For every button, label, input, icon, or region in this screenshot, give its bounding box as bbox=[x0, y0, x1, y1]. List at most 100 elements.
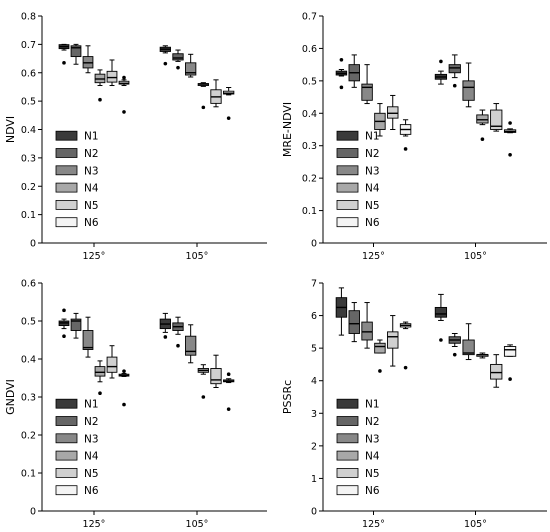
mre-ndvi-legend-label: N3 bbox=[365, 165, 380, 177]
outlier-point bbox=[122, 110, 126, 114]
gndvi-legend-swatch bbox=[55, 398, 78, 409]
mre-ndvi-legend-swatch bbox=[336, 130, 359, 141]
mre-ndvi-legend-label: N1 bbox=[365, 131, 380, 143]
iqr-box bbox=[434, 306, 448, 318]
mre-ndvi-box bbox=[399, 119, 412, 151]
ndvi-ytick-label: 0.4 bbox=[21, 125, 36, 136]
outlier-point bbox=[98, 391, 102, 396]
pssrc-legend-swatch bbox=[336, 416, 359, 426]
mre-ndvi-panel: 0 0.1 0.2 0.3 0.4 0.5 0.6 0.7 MRE-NDVI 125° 105° N1… bbox=[281, 12, 547, 262]
gndvi-legend-swatch bbox=[55, 467, 78, 478]
iqr-box bbox=[210, 368, 222, 385]
iqr-box bbox=[361, 321, 373, 341]
gndvi-box bbox=[172, 316, 184, 348]
pssrc-panel: 0 1 2 3 4 5 6 7 PSSRc 125° 105° N1 N2 N3 N4 N5 N6 bbox=[281, 279, 547, 530]
gndvi-box bbox=[94, 360, 106, 396]
ndvi-box bbox=[118, 75, 130, 114]
pssrc-legend-label: N3 bbox=[365, 433, 380, 445]
mre-ndvi-box bbox=[476, 109, 489, 142]
pssrc-box bbox=[462, 323, 475, 361]
ndvi-box bbox=[106, 59, 118, 87]
ndvi-box bbox=[223, 87, 235, 120]
outlier-point bbox=[62, 308, 66, 313]
mre-ndvi-ytick-label: 0 bbox=[311, 239, 317, 250]
gndvi-legend-swatch bbox=[55, 416, 78, 426]
pssrc-legend-swatch bbox=[336, 485, 359, 496]
iqr-box bbox=[490, 109, 503, 130]
pssrc-legend-swatch bbox=[336, 433, 359, 444]
pssrc-legend-label: N4 bbox=[365, 451, 380, 463]
ndvi-box bbox=[210, 79, 222, 108]
gndvi-box bbox=[159, 312, 171, 339]
ndvi-ytick-label: 0.8 bbox=[21, 12, 36, 23]
mre-ndvi-ytick-label: 0.3 bbox=[302, 141, 317, 152]
ndvi-box bbox=[82, 45, 94, 74]
gndvi-legend-swatch bbox=[55, 450, 78, 461]
ndvi-legend-label: N6 bbox=[84, 217, 99, 229]
pssrc-box bbox=[387, 315, 399, 367]
gndvi-xtick-label: 105° bbox=[186, 519, 209, 530]
gndvi-legend-label: N2 bbox=[84, 416, 99, 428]
iqr-box bbox=[503, 346, 517, 357]
pssrc-ytick-label: 1 bbox=[311, 474, 317, 485]
ndvi-box bbox=[58, 43, 70, 65]
pssrc-ytick-label: 4 bbox=[311, 376, 317, 387]
outlier-point bbox=[122, 369, 126, 373]
mre-ndvi-legend-label: N4 bbox=[365, 183, 380, 195]
pssrc-box bbox=[335, 287, 348, 336]
mre-ndvi-ylabel: MRE-NDVI bbox=[281, 102, 294, 157]
pssrc-box bbox=[399, 321, 412, 370]
gndvi-ytick-label: 0.5 bbox=[21, 317, 36, 328]
pssrc-ytick-label: 0 bbox=[311, 507, 317, 518]
outlier-point bbox=[176, 65, 180, 70]
outlier-point bbox=[62, 61, 66, 65]
mre-ndvi-box bbox=[335, 57, 348, 90]
ndvi-legend-swatch bbox=[55, 165, 78, 176]
mre-ndvi-ytick-label: 0.4 bbox=[302, 109, 317, 120]
iqr-box bbox=[462, 339, 475, 356]
gndvi-ytick-label: 0.2 bbox=[21, 431, 36, 442]
gndvi-ytick-label: 0.6 bbox=[21, 279, 36, 290]
pssrc-ytick-label: 7 bbox=[311, 279, 317, 290]
outlier-point bbox=[339, 57, 344, 62]
mre-ndvi-xtick-label: 125° bbox=[362, 251, 385, 262]
mre-ndvi-legend-label: N2 bbox=[365, 148, 380, 160]
outlier-point bbox=[452, 352, 457, 357]
gndvi-xtick-label: 125° bbox=[83, 519, 106, 530]
ndvi-legend-swatch bbox=[55, 182, 78, 193]
ndvi-xtick-label: 105° bbox=[186, 251, 209, 262]
ndvi-ytick-label: 0.6 bbox=[21, 68, 36, 79]
ndvi-legend-swatch bbox=[55, 148, 78, 158]
iqr-box bbox=[387, 106, 399, 119]
outlier-point bbox=[508, 377, 512, 381]
pssrc-box bbox=[434, 293, 448, 342]
gndvi-box bbox=[197, 364, 209, 399]
gndvi-box bbox=[82, 316, 94, 358]
gndvi-panel: 0 0.1 0.2 0.3 0.4 0.5 0.6 GNDVI 125° 105° N1 N2 N3 N4… bbox=[4, 279, 267, 530]
ndvi-ytick-label: 0.5 bbox=[21, 97, 36, 108]
iqr-box bbox=[94, 366, 106, 377]
outlier-point bbox=[378, 369, 382, 373]
iqr-box bbox=[106, 70, 118, 83]
mre-ndvi-box bbox=[448, 54, 461, 88]
iqr-box bbox=[361, 83, 373, 101]
iqr-box bbox=[448, 64, 461, 74]
iqr-box bbox=[172, 53, 184, 61]
gndvi-legend-swatch bbox=[55, 485, 78, 496]
mre-ndvi-legend-swatch bbox=[336, 165, 359, 176]
gndvi-ytick-label: 0.1 bbox=[21, 469, 36, 480]
outlier-point bbox=[339, 85, 344, 90]
outlier-point bbox=[122, 75, 126, 80]
mre-ndvi-box bbox=[387, 94, 399, 130]
outlier-point bbox=[508, 121, 512, 125]
pssrc-ytick-label: 5 bbox=[311, 344, 317, 355]
ndvi-box bbox=[159, 45, 171, 66]
outlier-point bbox=[201, 395, 206, 399]
iqr-box bbox=[462, 80, 475, 101]
pssrc-legend-label: N5 bbox=[365, 468, 380, 480]
gndvi-ytick-label: 0 bbox=[30, 507, 36, 518]
outlier-point bbox=[176, 343, 180, 348]
ndvi-legend-label: N2 bbox=[84, 148, 99, 160]
pssrc-legend-label: N2 bbox=[365, 416, 380, 428]
pssrc-box bbox=[361, 302, 373, 349]
